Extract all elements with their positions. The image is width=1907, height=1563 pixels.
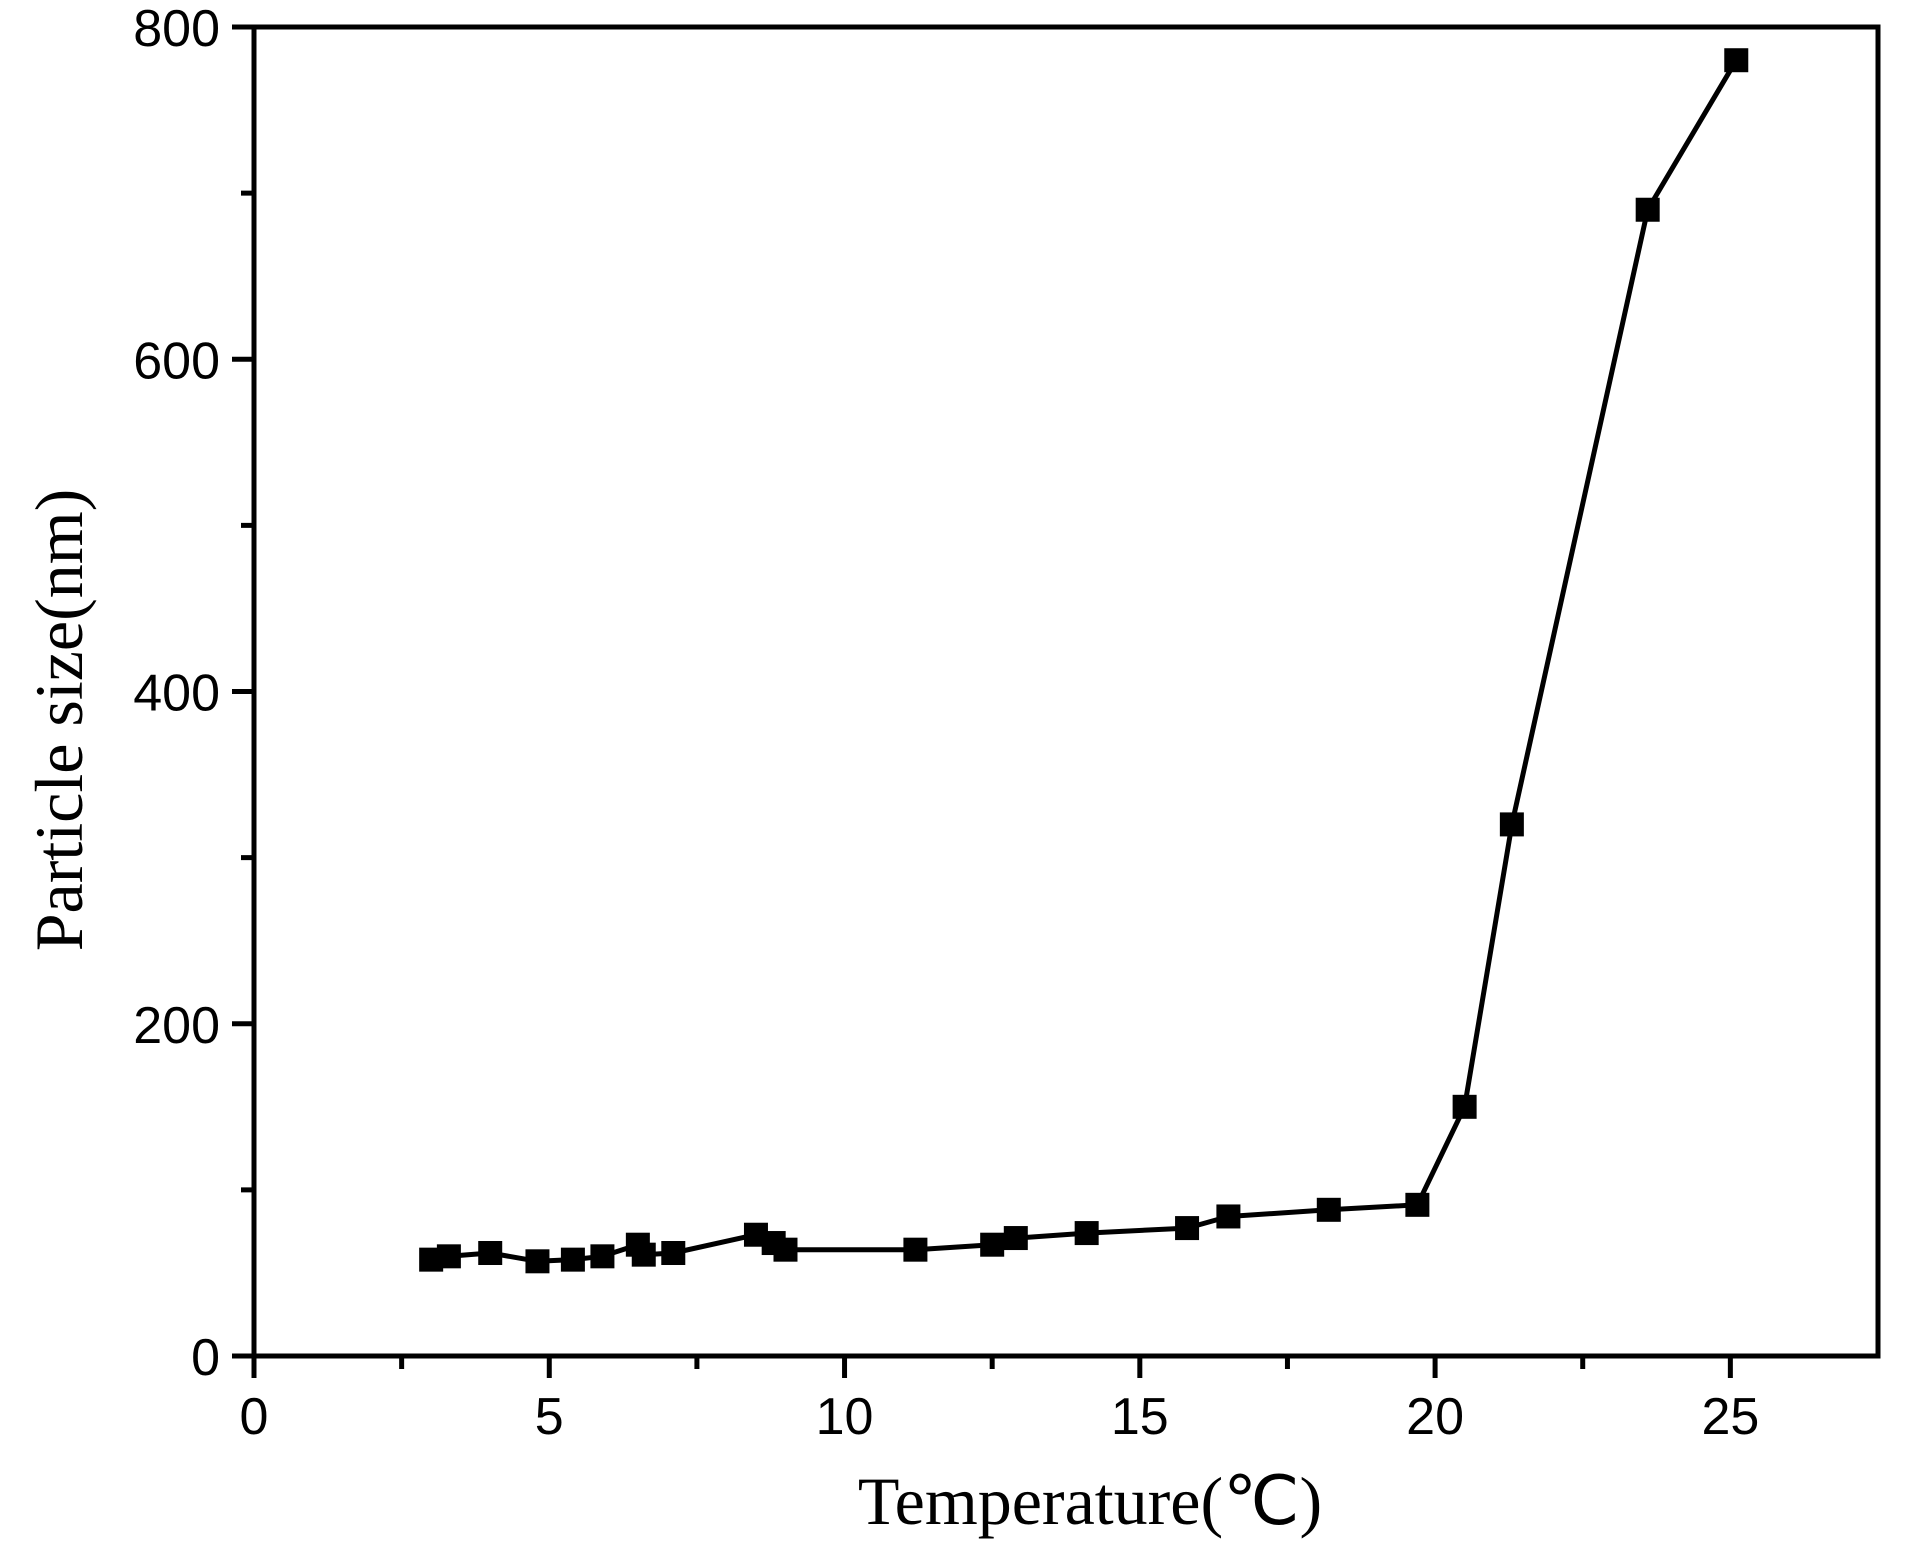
data-point [1316, 1197, 1341, 1222]
y-tick-label: 600 [133, 332, 220, 390]
x-tick-label: 5 [535, 1388, 564, 1446]
y-tick-label: 200 [133, 997, 220, 1055]
data-point [1405, 1192, 1430, 1217]
data-point [560, 1247, 585, 1272]
plot-layer: 0 5 10 15 20 25 0 200 400 600 800 [133, 0, 1881, 1446]
x-tick-label: 0 [240, 1388, 269, 1446]
data-point [478, 1241, 503, 1266]
plot-frame [251, 24, 1881, 1359]
data-point [1724, 48, 1749, 73]
y-tick-label: 400 [133, 665, 220, 723]
data-point [1175, 1216, 1200, 1241]
data-point [525, 1249, 550, 1274]
data-point [1003, 1226, 1028, 1251]
data-point [436, 1244, 461, 1269]
data-point [1499, 812, 1524, 837]
data-point [773, 1237, 798, 1262]
x-tick-label: 25 [1701, 1388, 1759, 1446]
data-point [1635, 197, 1660, 222]
data-point [1452, 1094, 1477, 1119]
x-tick-label: 15 [1111, 1388, 1169, 1446]
series-line [430, 58, 1739, 1264]
data-point [631, 1242, 656, 1267]
y-axis-title: Particle size(nm) [21, 489, 97, 952]
data-point [590, 1244, 615, 1269]
data-point [903, 1237, 928, 1262]
data-point [661, 1241, 686, 1266]
x-tick-label: 10 [816, 1388, 874, 1446]
data-point [980, 1232, 1005, 1257]
data-point [1216, 1204, 1241, 1229]
y-tick-label: 800 [133, 0, 220, 58]
x-tick-label: 20 [1406, 1388, 1464, 1446]
data-point [1074, 1221, 1099, 1246]
y-tick-label: 0 [191, 1329, 220, 1387]
x-axis-title: Temperature(℃) [858, 1463, 1322, 1539]
